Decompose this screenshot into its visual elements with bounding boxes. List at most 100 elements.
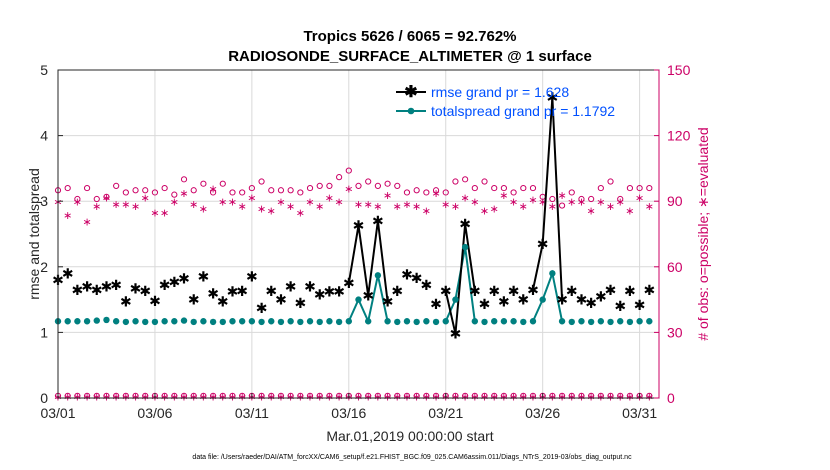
obs-possible-marker — [423, 189, 430, 196]
obs-evaluated-marker: ∗ — [170, 196, 179, 209]
rmse-point: ✱ — [343, 276, 355, 292]
obs-evaluated-marker: ∗ — [238, 200, 247, 213]
rmse-point: ✱ — [168, 275, 180, 291]
totalspread-point — [384, 318, 391, 325]
obs-evaluated-marker: ∗ — [587, 204, 596, 217]
rmse-point: ✱ — [488, 284, 500, 300]
obs-possible-marker — [365, 178, 372, 185]
obs-evaluated-marker: ∗ — [412, 200, 421, 213]
y-axis-right-label: # of obs: o=possible; ∗=evaluated — [695, 127, 711, 340]
obs-evaluated-marker: ∗ — [625, 390, 634, 403]
legend: ✱ rmse grand pr = 1.628 totalspread gran… — [396, 84, 615, 119]
rmse-point: ✱ — [353, 218, 365, 234]
obs-evaluated-marker: ∗ — [567, 390, 576, 403]
obs-possible-marker — [529, 184, 537, 192]
obs-evaluated-marker: ∗ — [82, 390, 91, 403]
obs-evaluated-marker: ∗ — [296, 390, 305, 403]
totalspread-point — [646, 318, 653, 325]
rmse-point: ✱ — [362, 289, 374, 305]
rmse-point: ✱ — [130, 281, 142, 297]
obs-evaluated-marker: ∗ — [296, 207, 305, 220]
obs-evaluated-marker: ∗ — [102, 390, 111, 403]
obs-evaluated-marker: ∗ — [267, 204, 276, 217]
obs-possible-marker — [83, 184, 91, 192]
obs-possible-marker — [336, 174, 343, 181]
obs-possible-marker — [132, 187, 139, 194]
obs-evaluated-marker: ∗ — [344, 183, 353, 196]
rmse-point: ✱ — [333, 285, 345, 301]
obs-evaluated-marker: ∗ — [393, 200, 402, 213]
totalspread-point — [64, 318, 71, 325]
obs-evaluated-marker: ∗ — [238, 390, 247, 403]
totalspread-point — [151, 318, 159, 326]
totalspread-point — [142, 318, 149, 326]
obs-evaluated-marker: ∗ — [63, 209, 72, 222]
totalspread-point — [74, 318, 81, 325]
obs-evaluated-marker: ∗ — [422, 390, 431, 403]
obs-evaluated-marker: ∗ — [451, 390, 460, 403]
obs-evaluated-marker: ∗ — [577, 390, 586, 403]
y-right-tick-label: 30 — [667, 324, 683, 340]
obs-evaluated-marker: ∗ — [102, 191, 111, 204]
obs-possible-marker — [345, 167, 352, 174]
rmse-point: ✱ — [479, 297, 491, 313]
obs-possible-marker — [239, 189, 246, 196]
obs-evaluated-marker: ∗ — [228, 390, 237, 403]
y-right-tick-label: 150 — [667, 62, 691, 78]
y-tick-label: 2 — [40, 259, 48, 275]
obs-evaluated-marker: ∗ — [645, 200, 654, 213]
rmse-point: ✱ — [285, 279, 297, 295]
obs-evaluated-marker: ∗ — [189, 390, 198, 403]
obs-evaluated-marker: ∗ — [490, 390, 499, 403]
x-tick-label: 03/26 — [525, 405, 560, 421]
rmse-point: ✱ — [62, 266, 74, 282]
obs-possible-marker — [510, 189, 517, 196]
totalspread-point — [520, 318, 527, 326]
obs-evaluated-marker: ∗ — [373, 390, 382, 403]
obs-evaluated-marker: ∗ — [557, 390, 566, 403]
y-tick-label: 5 — [40, 62, 48, 78]
totalspread-point — [171, 318, 178, 325]
totalspread-point — [190, 318, 197, 326]
obs-possible-marker — [151, 189, 159, 196]
obs-possible-marker — [277, 187, 285, 194]
obs-possible-marker — [384, 180, 391, 187]
totalspread-point — [500, 318, 508, 325]
obs-evaluated-marker: ∗ — [577, 196, 586, 209]
totalspread-point — [355, 296, 362, 303]
obs-evaluated-marker: ∗ — [606, 390, 615, 403]
obs-possible-marker — [617, 195, 624, 203]
obs-evaluated-marker: ∗ — [548, 200, 557, 213]
obs-possible-marker — [122, 189, 129, 196]
totalspread-point — [287, 318, 294, 325]
obs-evaluated-marker: ∗ — [383, 390, 392, 403]
rmse-point: ✱ — [556, 293, 568, 309]
obs-evaluated-marker: ∗ — [286, 200, 295, 213]
totalspread-point — [93, 317, 100, 324]
y-tick-label: 1 — [40, 324, 48, 340]
rmse-point: ✱ — [643, 283, 655, 299]
obs-possible-marker — [258, 178, 265, 185]
totalspread-point — [219, 318, 226, 326]
obs-possible-marker — [287, 187, 294, 194]
totalspread-point — [394, 318, 401, 326]
obs-evaluated-marker: ∗ — [218, 196, 227, 209]
obs-evaluated-marker: ∗ — [286, 390, 295, 403]
totalspread-point — [103, 316, 110, 324]
y-axis-label: rmse and totalspread — [26, 168, 42, 300]
obs-evaluated-marker: ∗ — [315, 200, 324, 213]
bottom-axis-ticks: 03/01 03/06 03/11 03/16 03/21 03/26 03/31 — [40, 393, 657, 421]
rmse-point: ✱ — [566, 284, 578, 300]
chart-title-line1: Tropics 5626 / 6065 = 92.762% — [303, 28, 516, 45]
x-tick-label: 03/11 — [235, 405, 269, 421]
obs-evaluated-marker: ∗ — [141, 390, 150, 403]
obs-possible-marker — [626, 184, 634, 192]
totalspread-point — [461, 243, 469, 251]
totalspread-point — [345, 318, 353, 325]
obs-evaluated-marker: ∗ — [112, 390, 121, 403]
obs-evaluated-marker: ∗ — [528, 194, 537, 207]
right-axis-ticks: 0 30 60 90 120 150 — [654, 62, 691, 406]
obs-possible-marker — [442, 189, 449, 196]
rmse-point: ✱ — [382, 295, 394, 311]
totalspread-point — [277, 318, 285, 326]
